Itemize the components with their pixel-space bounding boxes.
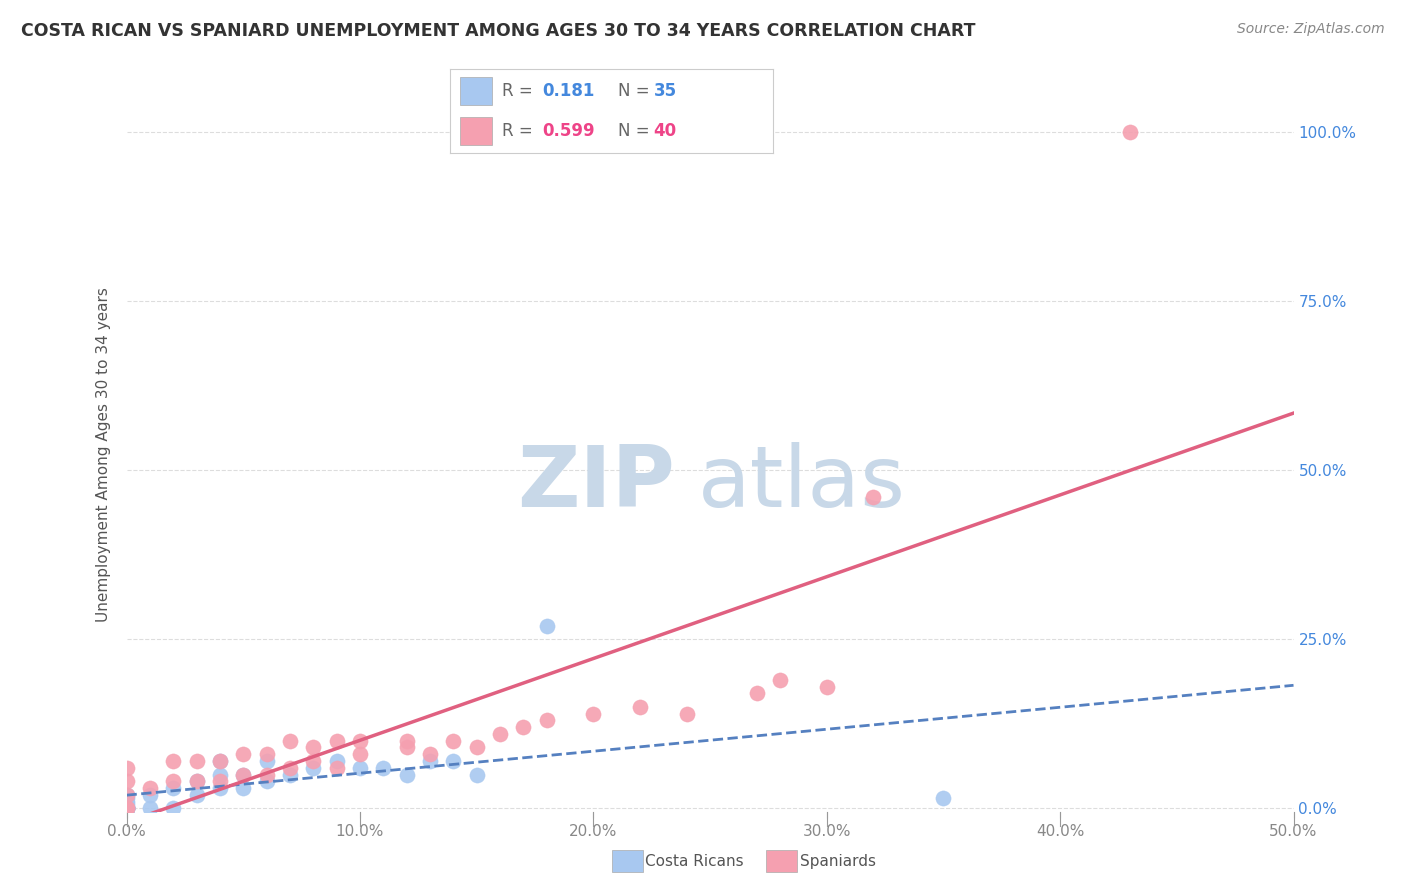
Point [278,767,301,781]
Point [115,801,138,815]
Point [208,774,231,789]
Point [745,686,768,700]
Point [115,788,138,802]
Point [186,774,208,789]
Point [395,767,418,781]
Point [115,797,138,812]
Text: Costa Ricans: Costa Ricans [645,855,744,869]
Point [115,788,138,802]
Point [325,761,347,775]
Point [349,733,371,747]
Point [302,754,325,768]
Point [512,720,534,734]
Text: 35: 35 [654,82,676,100]
Point [675,706,697,721]
Point [162,754,184,768]
Point [302,761,325,775]
Point [489,727,512,741]
Point [769,673,792,687]
Point [115,774,138,789]
Point [465,740,488,755]
Point [115,791,138,805]
Point [628,699,651,714]
Point [932,791,955,805]
Text: R =: R = [502,82,537,100]
Point [162,801,184,815]
Point [278,733,301,747]
Point [419,747,441,762]
Point [208,754,231,768]
Point [208,780,231,795]
Point [115,801,138,815]
Point [349,747,371,762]
Point [302,740,325,755]
Point [115,801,138,815]
Point [115,801,138,815]
Text: 40: 40 [654,121,676,139]
Text: Source: ZipAtlas.com: Source: ZipAtlas.com [1237,22,1385,37]
Point [395,733,418,747]
Point [162,774,184,789]
Bar [460,78,492,105]
Point [256,774,278,789]
Point [162,780,184,795]
Point [208,754,231,768]
Point [256,767,278,781]
Point [256,754,278,768]
Point [115,801,138,815]
Point [115,801,138,815]
Point [115,801,138,815]
Point [441,733,464,747]
Point [232,767,254,781]
Point [325,754,347,768]
Point [419,754,441,768]
Point [1119,125,1142,139]
Point [232,780,254,795]
Text: ZIP: ZIP [517,442,675,525]
Text: N =: N = [619,82,655,100]
Point [139,801,162,815]
Text: 0.181: 0.181 [543,82,595,100]
Text: COSTA RICAN VS SPANIARD UNEMPLOYMENT AMONG AGES 30 TO 34 YEARS CORRELATION CHART: COSTA RICAN VS SPANIARD UNEMPLOYMENT AMO… [21,22,976,40]
Bar [460,117,492,145]
Point [536,714,558,728]
Text: atlas: atlas [699,442,907,525]
Point [256,747,278,762]
Point [349,761,371,775]
Point [441,754,464,768]
Point [186,774,208,789]
Point [862,490,884,504]
Point [186,788,208,802]
Point [115,761,138,775]
Point [208,767,231,781]
Text: N =: N = [619,121,655,139]
Text: R =: R = [502,121,537,139]
Point [139,780,162,795]
Point [536,618,558,632]
Point [325,733,347,747]
Point [232,767,254,781]
Point [465,767,488,781]
Point [186,754,208,768]
Point [373,761,395,775]
Text: 0.599: 0.599 [543,121,595,139]
Point [115,801,138,815]
Y-axis label: Unemployment Among Ages 30 to 34 years: Unemployment Among Ages 30 to 34 years [96,287,111,623]
Text: Spaniards: Spaniards [800,855,876,869]
Point [115,795,138,809]
Point [582,706,605,721]
Point [815,680,838,694]
Point [115,801,138,815]
Point [395,740,418,755]
Point [139,788,162,802]
Point [278,761,301,775]
Point [232,747,254,762]
